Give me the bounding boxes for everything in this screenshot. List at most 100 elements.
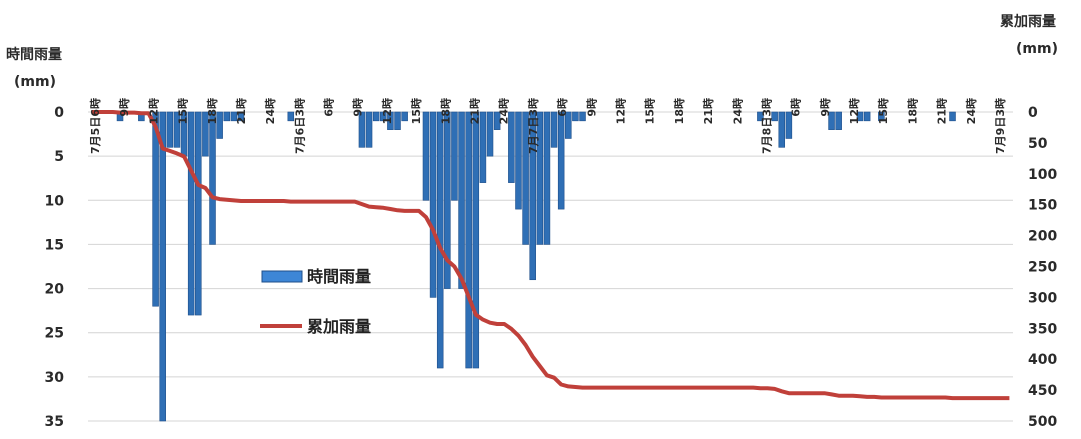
x-axis-tick-label: 9時 [351,98,365,117]
right-axis-tick-label: 500 [1028,414,1057,430]
hourly-rainfall-bar [365,111,373,148]
x-axis-tick-label: 18時 [205,98,219,124]
hourly-rainfall-bar [536,111,544,245]
legend-bar-swatch [261,270,303,283]
x-axis-tick-label: 15時 [643,98,657,124]
hourly-rainfall-bar [835,111,842,130]
left-axis-tick-label: 35 [45,414,64,430]
right-axis-tick-label: 250 [1028,260,1057,276]
hourly-rainfall-bar [173,111,181,148]
right-axis-title: 累加雨量 [1000,14,1056,30]
hourly-rainfall-bar [444,111,451,289]
hourly-rainfall-bar [216,111,223,139]
x-axis-tick-label: 15時 [409,98,423,124]
x-axis-tick-label: 21時 [468,98,482,124]
left-axis-tick-label: 0 [54,105,64,121]
hourly-rainfall-bar [401,111,408,122]
right-axis-tick-label: 350 [1028,321,1057,337]
hourly-rainfall-bar [223,111,231,122]
x-axis-tick-label: 6時 [322,98,336,117]
hourly-rainfall-bar [472,111,480,369]
cumulative-rainfall-line [91,110,1010,401]
hourly-rainfall-bar [387,111,394,130]
left-axis-unit: (mm) [14,74,56,90]
hourly-rainfall-bar [159,111,166,422]
hourly-rainfall-bar [479,111,487,183]
hourly-rainfall-bar [458,111,465,289]
x-axis-tick-label: 9時 [818,98,832,117]
left-axis-tick-label: 5 [54,149,64,165]
hourly-rainfall-bar [209,111,216,245]
hourly-rainfall-bar [372,111,380,122]
hourly-rainfall-bar [543,111,551,245]
hourly-rainfall-bar [451,111,458,201]
x-axis-tick-label: 24時 [964,98,978,124]
hourly-rainfall-bar [856,111,864,122]
x-axis-tick-label: 24時 [263,98,277,124]
hourly-rainfall-bar [202,111,209,157]
x-axis-tick-label: 7月8日3時 [760,98,774,154]
x-axis-tick-label: 21時 [935,98,949,124]
legend-label-hourly: 時間雨量 [307,267,371,286]
hourly-rainfall-bar [287,111,295,122]
x-axis-tick-label: 18時 [672,98,686,124]
left-axis-tick-label: 15 [45,237,64,253]
hourly-rainfall-bar [486,111,494,157]
hourly-rainfall-bar [358,111,366,148]
right-axis-unit: (mm) [1016,41,1058,57]
right-axis-tick-label: 150 [1028,198,1057,214]
hourly-rainfall-bar [429,111,437,298]
x-axis-tick-label: 21時 [701,98,715,124]
x-axis-tick-label: 15時 [176,98,190,124]
x-axis-tick-label: 21時 [234,98,248,124]
hourly-rainfall-bar [380,111,387,122]
hourly-rainfall-bar [508,111,515,183]
x-axis-tick-label: 9時 [584,98,598,117]
left-axis-ticks: 0 5 10 15 20 25 30 35 [45,105,65,430]
hourly-rainfall-bar [237,111,245,122]
left-axis-tick-label: 30 [45,370,65,386]
x-axis-tick-label: 9時 [117,98,131,117]
hourly-rainfall-bar [565,111,572,139]
x-axis-tick-label: 12時 [847,98,861,124]
right-axis-tick-label: 100 [1028,167,1057,183]
x-axis-tick-label: 18時 [905,98,919,124]
hourly-rainfall-bar [579,111,586,122]
left-axis-tick-label: 25 [45,326,64,342]
x-axis-tick-label: 7月5日6時 [88,98,102,154]
hourly-rainfall-bar [493,111,501,130]
hourly-rainfall-bar [187,111,195,316]
hourly-rainfall-bar [949,111,956,122]
hourly-rainfall-bar [422,111,430,201]
legend-label-cumulative: 累加雨量 [307,317,371,336]
hourly-rainfall-bar [550,111,558,148]
x-axis-tick-label: 18時 [438,98,452,124]
x-axis-tick-label: 6時 [789,98,803,117]
right-axis-tick-label: 200 [1028,229,1057,245]
hourly-rainfall-bar [771,111,778,122]
hourly-rainfall-bar [572,111,579,122]
hourly-rainfall-bar [529,111,536,281]
hourly-rainfall-bar [394,111,401,130]
hourly-rainfall-bar [522,111,529,245]
x-axis-tick-label: 6時 [555,98,569,117]
x-axis-tick-label: 7月6日3時 [292,98,306,154]
hourly-rainfall-bar [152,111,159,307]
right-axis-tick-label: 300 [1028,290,1057,306]
hourly-rainfall-bar [195,111,202,316]
hourly-rainfall-bars [116,111,956,422]
hourly-rainfall-bar [863,111,871,122]
hourly-rainfall-bar [878,111,885,122]
x-axis-tick-label: 24時 [730,98,744,124]
hourly-rainfall-bar [557,111,565,210]
hourly-rainfall-bar [465,111,472,369]
right-axis-ticks: 0 50 100 150 200 250 300 350 400 450 500 [1028,105,1057,430]
x-axis-tick-label: 24時 [497,98,511,124]
x-axis-tick-label: 15時 [876,98,890,124]
x-axis-tick-label: 12時 [380,98,394,124]
hourly-rainfall-bar [828,111,835,130]
hourly-rainfall-bar [778,111,786,148]
x-axis-tick-label: 12時 [146,98,160,124]
